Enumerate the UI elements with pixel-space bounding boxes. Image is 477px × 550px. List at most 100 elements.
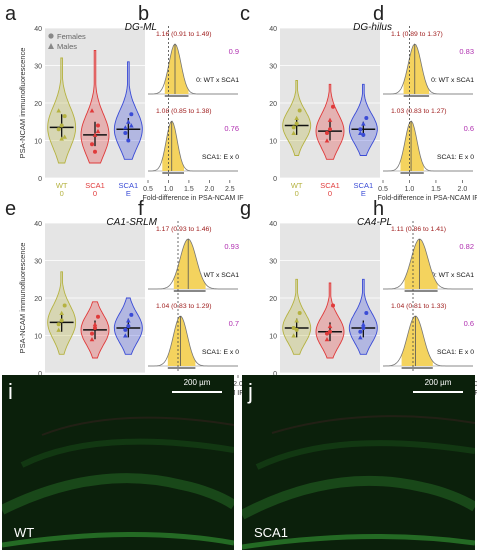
data-point-female [328, 329, 332, 334]
data-point-male [324, 138, 330, 143]
data-point-male [294, 318, 299, 323]
data-point-female [123, 131, 128, 135]
data-point-female [62, 303, 67, 308]
violin-shape [47, 57, 77, 164]
micrograph-wt: i 200 µm WT [2, 375, 234, 550]
micrograph-sca1-image [242, 375, 475, 550]
legend-label: Males [57, 42, 77, 51]
y-tick-label: 20 [269, 296, 277, 303]
panel-letter: a [5, 3, 17, 25]
data-point-male [294, 115, 299, 120]
ci-text: 1.1 (0.89 to 1.37) [391, 31, 443, 38]
y-tick-label: 10 [269, 139, 277, 146]
x-tick-label: 0.5 [378, 186, 388, 193]
y-axis-label: PSA-NCAM immunofluorescence [18, 243, 27, 354]
comparison-label: SCA1: E x 0 [202, 349, 239, 356]
panel-letter: c [240, 3, 250, 25]
group-label: 0 [93, 189, 97, 198]
data-point-male [358, 130, 363, 135]
posterior-ci-fill [167, 316, 196, 366]
data-point-female [294, 327, 299, 332]
ci-text: 1.04 (0.81 to 1.33) [391, 303, 447, 310]
micrograph-wt-image [2, 375, 234, 550]
group-label: E [361, 189, 366, 198]
data-point-male [56, 108, 61, 113]
probability-label: 0.6 [464, 319, 474, 328]
y-tick-label: 40 [34, 26, 42, 33]
data-point-female [331, 303, 335, 308]
violin-shape [315, 282, 345, 359]
data-point-female [364, 116, 369, 120]
data-point-male [92, 132, 98, 137]
panel-letter: j [248, 379, 253, 404]
group-label: WT [56, 181, 68, 190]
group-label: SCA1 [119, 181, 139, 190]
y-tick-label: 40 [269, 26, 277, 33]
data-point-female [291, 326, 296, 330]
posterior-curve [383, 238, 473, 290]
y-tick-label: 0 [273, 371, 277, 378]
y-tick-label: 30 [34, 64, 42, 71]
data-point-female [93, 149, 97, 154]
condition-label: WT [14, 525, 35, 540]
violin-shape [348, 83, 378, 156]
group-label: SCA1 [320, 181, 340, 190]
comparison-label: 0: WT x SCA1 [431, 272, 474, 279]
ci-text: 1.16 (0.91 to 1.49) [156, 31, 212, 38]
posterior-curve [383, 315, 473, 367]
data-point-male [291, 333, 296, 338]
y-tick-label: 10 [34, 334, 42, 341]
data-point-female [364, 311, 369, 315]
data-point-female [358, 127, 363, 132]
data-point-male [89, 337, 95, 342]
posterior-curve [148, 120, 238, 172]
x-tick-label: 1.0 [164, 186, 174, 193]
data-point-female [123, 327, 128, 332]
y-axis-label: PSA-NCAM immunofluorescence [18, 48, 27, 159]
y-tick-label: 0 [38, 371, 42, 378]
panel-letter: b [138, 3, 149, 25]
posterior-ci-fill [173, 239, 206, 289]
y-tick-label: 0 [38, 176, 42, 183]
data-point-female [129, 312, 134, 317]
comparison-label: SCA1: E x 0 [202, 154, 239, 161]
data-point-male [56, 327, 61, 332]
data-point-male [123, 333, 128, 338]
data-point-female [331, 104, 335, 109]
region-title: DG-hilus [353, 22, 392, 33]
probability-label: 0.82 [459, 242, 474, 251]
region-title: CA4-PL [357, 217, 392, 228]
x-tick-label: 2.5 [225, 186, 235, 193]
y-tick-label: 30 [269, 64, 277, 71]
probability-label: 0.6 [464, 124, 474, 133]
comparison-label: 0: WT x SCA1 [431, 77, 474, 84]
x-tick-label: 1.5 [184, 186, 194, 193]
data-point-female [62, 114, 67, 119]
region-title: DG-ML [125, 22, 157, 33]
y-tick-label: 40 [34, 221, 42, 228]
group-label: 0 [328, 189, 332, 198]
data-point-male [324, 337, 330, 342]
group-label: 0 [60, 189, 64, 198]
data-point-female [56, 322, 61, 327]
data-point-female [361, 132, 366, 137]
violin-shape [282, 278, 312, 355]
x-axis-label: Fold-difference in PSA-NCAM IF [142, 195, 243, 202]
group-label: E [126, 189, 131, 198]
ci-text: 1.08 (0.85 to 1.38) [156, 108, 212, 115]
group-label: SCA1 [354, 181, 374, 190]
condition-label: SCA1 [254, 525, 288, 540]
probability-label: 0.76 [224, 124, 239, 133]
comparison-label: 0: WT x SCA1 [196, 77, 239, 84]
region-title: CA1-SRLM [106, 217, 157, 228]
data-point-female [126, 138, 131, 143]
group-label: SCA1 [85, 181, 105, 190]
probability-label: 0.9 [229, 47, 239, 56]
y-tick-label: 20 [34, 296, 42, 303]
data-point-female [328, 127, 332, 132]
data-point-male [62, 134, 67, 139]
panel-letter: e [5, 198, 16, 220]
data-point-male [123, 125, 128, 130]
data-point-male [361, 322, 366, 327]
x-tick-label: 1.5 [431, 186, 441, 193]
